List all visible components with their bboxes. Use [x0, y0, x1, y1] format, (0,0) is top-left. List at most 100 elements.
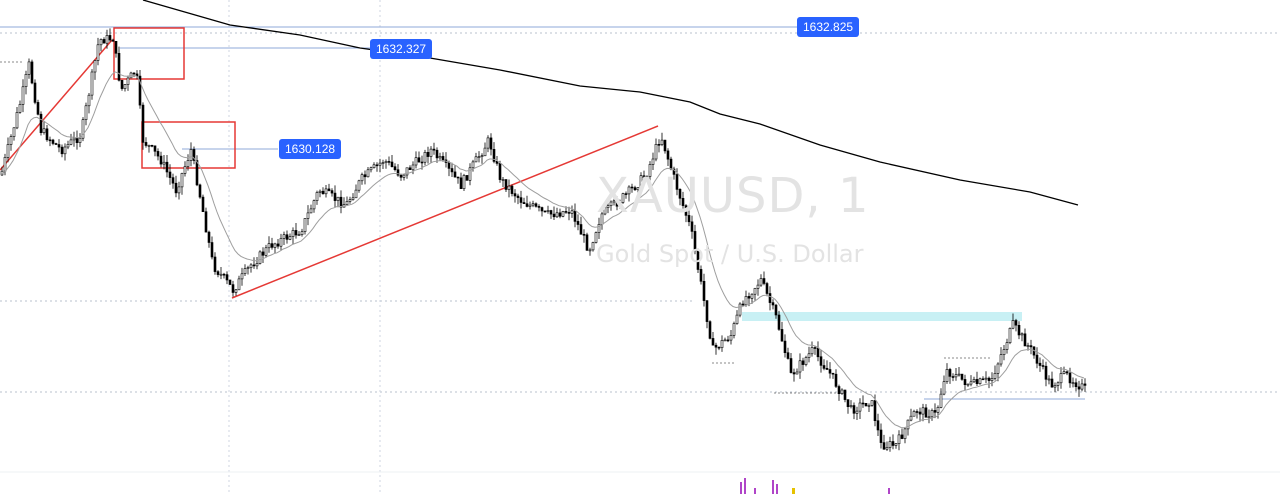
- candle-body: [795, 371, 799, 375]
- candle-body: [819, 356, 823, 366]
- candle-body: [864, 402, 868, 407]
- candle-body: [1062, 371, 1066, 374]
- candle-body: [594, 232, 598, 243]
- candle-body: [666, 150, 670, 160]
- candle-body: [1035, 354, 1039, 364]
- candle-body: [963, 379, 967, 385]
- candle-body: [627, 186, 631, 195]
- candle-body: [165, 161, 169, 173]
- candle-body: [1056, 382, 1060, 386]
- candle-body: [597, 224, 601, 233]
- candle-body: [126, 77, 130, 85]
- candle-body: [876, 420, 880, 431]
- price-label-low[interactable]: 1630.128: [279, 139, 342, 159]
- candle-body: [765, 283, 769, 294]
- zone-box-lower[interactable]: [141, 121, 236, 169]
- candle-body: [846, 399, 850, 408]
- candle-body: [120, 80, 124, 89]
- candle-body: [525, 203, 529, 207]
- candle-body: [162, 161, 166, 165]
- candle-body: [576, 221, 580, 225]
- candle-body: [684, 205, 688, 216]
- candle-body: [153, 145, 157, 152]
- candle-body: [285, 234, 289, 240]
- candle-body: [561, 211, 565, 217]
- candle-body: [543, 210, 547, 213]
- price-label-mid[interactable]: 1632.327: [370, 39, 433, 59]
- candle-body: [27, 61, 31, 75]
- candle-body: [420, 161, 424, 164]
- candle-body: [693, 231, 697, 252]
- candle-body: [822, 365, 826, 369]
- candle-body: [633, 187, 637, 191]
- candle-body: [555, 212, 559, 218]
- candle-body: [348, 199, 352, 202]
- candle-body: [309, 208, 313, 214]
- candle-body: [999, 354, 1003, 365]
- candle-body: [1038, 362, 1042, 366]
- candle-body: [243, 268, 247, 275]
- candle-body: [789, 358, 793, 373]
- candle-body: [477, 156, 481, 158]
- candle-body: [867, 405, 871, 407]
- candle-body: [45, 128, 49, 141]
- candle-body: [204, 211, 208, 233]
- candle-body: [9, 136, 13, 145]
- candle-body: [375, 164, 379, 167]
- candle-body: [1071, 382, 1075, 385]
- candle-body: [102, 39, 106, 44]
- candle-body: [741, 303, 745, 306]
- candle-body: [990, 378, 994, 381]
- candle-body: [648, 164, 652, 177]
- candle-body: [222, 273, 226, 276]
- candle-body: [411, 164, 415, 171]
- candle-body: [729, 335, 733, 341]
- candle-body: [1074, 382, 1078, 388]
- candle-body: [522, 202, 526, 205]
- candle-body: [645, 176, 649, 179]
- candle-body: [57, 144, 61, 148]
- candle-body: [159, 155, 163, 165]
- zone-box-upper[interactable]: [113, 27, 185, 80]
- candle-body: [585, 234, 589, 251]
- candle-body: [939, 393, 943, 408]
- candle-body: [312, 200, 316, 210]
- candle-body: [978, 378, 982, 384]
- candle-body: [402, 174, 406, 178]
- dotted-levels: [0, 61, 990, 394]
- candle-body: [189, 149, 193, 161]
- candle-body: [90, 71, 94, 96]
- candle-body: [528, 204, 532, 207]
- candle-body: [303, 218, 307, 232]
- candle-body: [882, 442, 886, 450]
- candle-body: [81, 119, 85, 139]
- candle-body: [762, 278, 766, 284]
- candle-body: [639, 175, 643, 188]
- candle-body: [258, 251, 262, 264]
- candle-body: [48, 139, 52, 142]
- candle-body: [105, 35, 109, 44]
- candle-body: [936, 406, 940, 413]
- candle-body: [294, 230, 298, 236]
- candle-body: [924, 407, 928, 418]
- candle-body: [1005, 342, 1009, 350]
- candle-body: [642, 175, 646, 179]
- candle-body: [894, 443, 898, 446]
- price-label-top[interactable]: 1632.825: [797, 17, 860, 37]
- candle-body: [384, 161, 388, 163]
- supply-zone[interactable]: [742, 312, 1022, 321]
- ema-short-line: [0, 71, 1085, 429]
- candle-body: [435, 149, 439, 159]
- candle-body: [879, 429, 883, 443]
- candle-body: [237, 278, 241, 291]
- candle-body: [792, 372, 796, 375]
- trendlines[interactable]: [0, 39, 659, 299]
- candle-body: [498, 163, 502, 180]
- candle-body: [240, 273, 244, 280]
- candle-body: [609, 201, 613, 207]
- candle-body: [378, 162, 382, 166]
- candle-body: [579, 224, 583, 235]
- candle-body: [771, 302, 775, 306]
- trendline-2: [231, 125, 659, 299]
